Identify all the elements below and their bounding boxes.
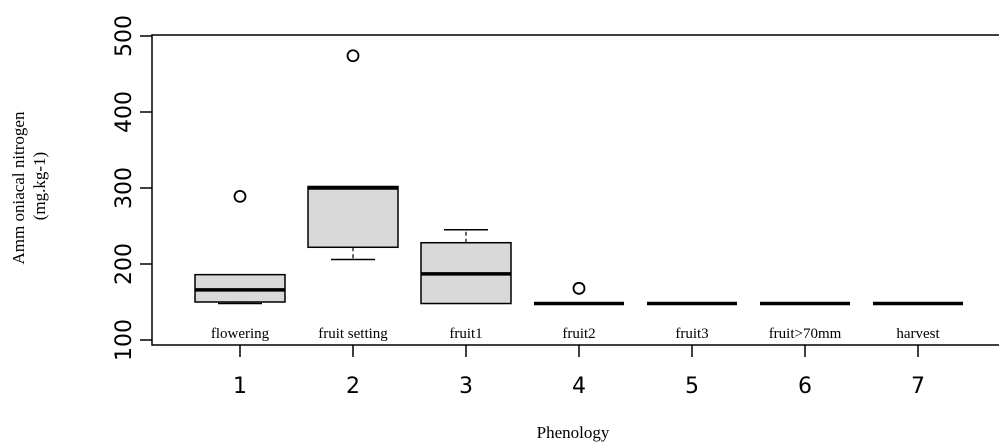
y-axis-title-line-1: Amm oniacal nitrogen	[9, 111, 28, 264]
category-label: harvest	[896, 326, 940, 342]
box-group	[420, 229, 512, 305]
box-group	[194, 189, 286, 305]
category-label: fruit1	[449, 326, 482, 342]
y-tick-label: 100	[112, 319, 137, 361]
x-axis-title: Phenology	[537, 423, 610, 442]
y-axis-title-line-2: (mg.kg-1)	[30, 152, 49, 220]
x-tick-label: 7	[911, 374, 925, 399]
x-tick-label: 5	[685, 374, 699, 399]
category-label: flowering	[211, 326, 270, 342]
box-group	[534, 281, 624, 306]
plot-frame	[151, 34, 999, 346]
x-axis: 1 2 3 4 5 6 7	[233, 345, 925, 399]
category-label: fruit2	[562, 326, 595, 342]
y-tick-label: 300	[112, 167, 137, 209]
box-group	[307, 49, 399, 261]
y-axis: 100 200 300 400 500	[112, 15, 152, 361]
y-tick-label: 500	[112, 15, 137, 57]
x-tick-label: 2	[346, 374, 360, 399]
x-tick-label: 3	[459, 374, 473, 399]
y-tick-label: 400	[112, 91, 137, 133]
plot-border	[151, 34, 999, 346]
category-label: fruit>70mm	[769, 326, 842, 342]
x-tick-label: 1	[233, 374, 247, 399]
category-labels-layer: flowering fruit setting fruit1 fruit2 fruit3…	[211, 326, 941, 342]
category-label: fruit3	[675, 326, 708, 342]
y-tick-label: 200	[112, 243, 137, 285]
boxes-layer	[194, 49, 963, 306]
outlier-point	[572, 281, 586, 295]
x-tick-label: 6	[798, 374, 812, 399]
outlier-point	[346, 49, 360, 63]
category-label: fruit setting	[318, 326, 388, 342]
box-iqr	[307, 185, 399, 249]
outlier-point	[233, 189, 247, 203]
x-tick-label: 4	[572, 374, 586, 399]
